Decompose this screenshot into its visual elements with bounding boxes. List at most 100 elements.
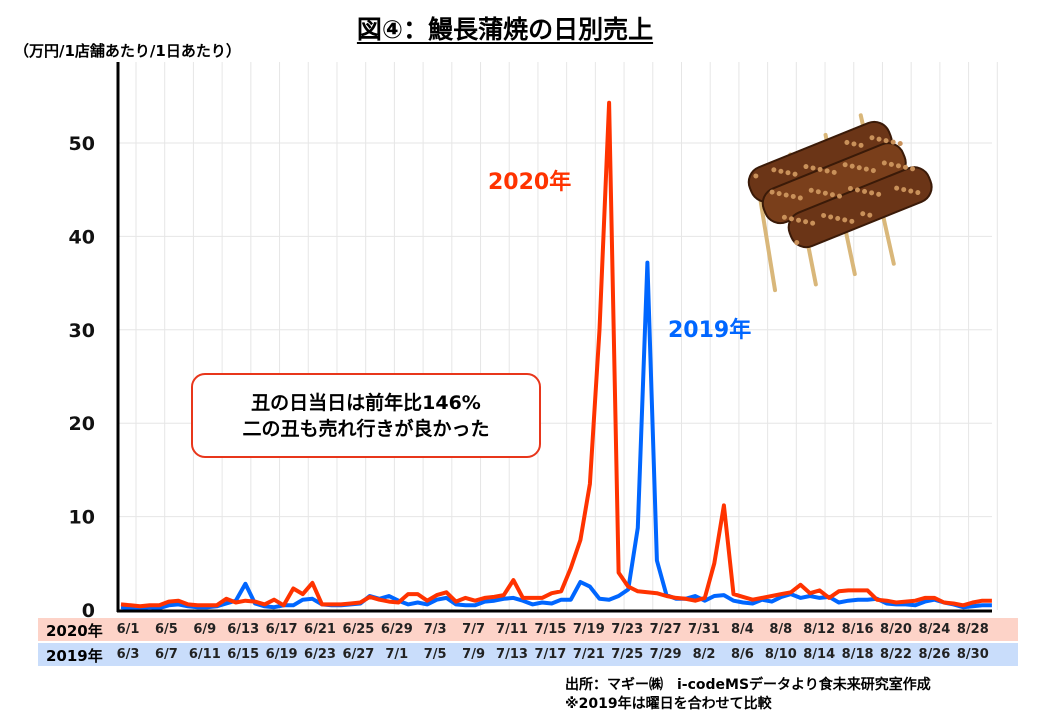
eel-texture-dot	[790, 193, 796, 199]
eel-texture-dot	[788, 216, 794, 222]
eel-texture-dot	[895, 163, 901, 169]
x-tick-label: 8/30	[956, 647, 989, 662]
x-tick-label: 7/31	[688, 622, 720, 637]
eel-texture-dot	[915, 190, 921, 196]
eel-texture-dot	[842, 217, 848, 223]
y-tick-label: 50	[69, 133, 95, 155]
eel-texture-dot	[817, 166, 823, 172]
x-tick-label: 8/12	[803, 622, 836, 637]
x-tick-label: 6/17	[265, 622, 298, 637]
x-tick-label: 8/24	[918, 622, 951, 637]
eel-texture-dot	[849, 218, 855, 224]
x-tick-label: 7/9	[462, 647, 486, 662]
x-tick-label: 6/13	[227, 622, 260, 637]
x-tick-label: 7/15	[534, 622, 567, 637]
callout-line-1: 丑の日当日は前年比146%	[251, 392, 481, 414]
eel-texture-dot	[869, 135, 875, 141]
eel-texture-dot	[869, 190, 875, 196]
x-tick-label: 8/14	[803, 647, 836, 662]
eel-texture-dot	[883, 138, 889, 144]
eel-texture-dot	[894, 185, 900, 191]
eel-texture-dot	[867, 212, 873, 218]
eel-texture-dot	[862, 188, 868, 194]
eel-texture-dot	[856, 165, 862, 171]
x-tick-label: 8/26	[918, 647, 951, 662]
eel-texture-dot	[824, 168, 830, 174]
eel-texture-dot	[785, 170, 791, 176]
eel-texture-dot	[844, 139, 850, 145]
eel-texture-dot	[858, 142, 864, 148]
x-tick-label: 7/13	[496, 647, 528, 662]
eel-texture-dot	[863, 166, 869, 172]
x-tick-label: 6/7	[154, 647, 178, 662]
eel-texture-dot	[803, 164, 809, 170]
x-tick-label: 8/2	[692, 647, 716, 662]
eel-texture-dot	[796, 217, 802, 223]
eel-texture-dot	[778, 168, 784, 174]
source-line-2: ※2019年は曜日を合わせて比較	[565, 696, 772, 712]
eel-texture-dot	[803, 219, 809, 225]
eel-texture-dot	[792, 171, 798, 177]
eel-texture-dot	[876, 191, 882, 197]
eel-texture-dot	[836, 193, 842, 199]
annotation-callout: 丑の日当日は前年比146% 二の丑も売れ行きが良かった	[191, 373, 541, 458]
x-tick-label: 8/22	[880, 647, 912, 662]
y-tick-labels: 0 10 20 30 40 50	[69, 133, 95, 622]
source-note: 出所：マギー㈱ i-codeMSデータより食未来研究室作成 ※2019年は曜日を…	[565, 676, 931, 714]
x-axis-row-2019: 2019年 6/3 6/7 6/11 6/15 6/19 6/23 6/27 7/1 7/5 7/…	[38, 643, 1018, 666]
series-line-2019年	[120, 260, 992, 611]
x-tick-label: 8/10	[764, 647, 797, 662]
x-tick-label: 6/9	[193, 622, 217, 637]
x-tick-label: 7/5	[423, 647, 447, 662]
eel-texture-dot	[810, 220, 816, 226]
eel-texture-dot	[822, 190, 828, 196]
series-label-2020: 2020年	[488, 170, 572, 195]
y-tick-label: 40	[69, 226, 95, 248]
eel-texture-dot	[769, 189, 775, 195]
x-tick-label: 6/25	[342, 622, 375, 637]
x-tick-label: 6/19	[265, 647, 298, 662]
x-row-label-2019: 2019年	[46, 647, 103, 665]
x-tick-label: 7/29	[649, 647, 682, 662]
x-tick-label: 7/25	[611, 647, 644, 662]
x-tick-label: 7/1	[385, 647, 409, 662]
x-tick-label: 6/27	[342, 647, 375, 662]
eel-texture-dot	[771, 167, 777, 173]
eel-texture-dot	[831, 169, 837, 175]
x-tick-label: 8/28	[956, 622, 989, 637]
eel-texture-dot	[847, 185, 853, 191]
gridlines	[118, 62, 998, 610]
callout-line-2: 二の丑も売れ行きが良かった	[242, 418, 490, 440]
x-tick-label: 8/16	[841, 622, 874, 637]
x-tick-label: 6/5	[154, 622, 178, 637]
x-tick-label: 6/1	[116, 622, 140, 637]
eel-texture-dot	[794, 240, 800, 246]
x-tick-label: 8/8	[769, 622, 793, 637]
series-line-2020年	[120, 100, 992, 609]
eel-texture-dot	[842, 162, 848, 168]
series-lines	[120, 100, 992, 611]
chart-title: 図④：鰻長蒲焼の日別売上	[0, 10, 1010, 46]
eel-texture-dot	[876, 136, 882, 142]
axes	[116, 62, 992, 613]
y-tick-label: 30	[69, 320, 95, 342]
grilled-eel-illustration	[747, 113, 933, 293]
eel-texture-dot	[828, 214, 834, 220]
x-tick-label: 8/4	[730, 622, 754, 637]
eel-texture-dot	[901, 187, 907, 193]
x-axis-row-2020: 2020年 6/1 6/5 6/9 6/13 6/17 6/21 6/25 6/29 7/3 7/…	[38, 618, 1018, 641]
eel-texture-dot	[821, 212, 827, 218]
eel-texture-dot	[888, 161, 894, 167]
x-tick-label: 8/6	[730, 647, 754, 662]
eel-texture-dot	[908, 188, 914, 194]
x-tick-label: 6/11	[188, 647, 221, 662]
eel-texture-dot	[854, 187, 860, 193]
x-tick-label: 7/27	[649, 622, 682, 637]
eel-texture-dot	[815, 189, 821, 195]
x-tick-label: 7/19	[572, 622, 605, 637]
eel-texture-dot	[903, 164, 909, 170]
eel-texture-dot	[753, 173, 759, 179]
eel-texture-dot	[783, 192, 789, 198]
chart-title-text: 図④：鰻長蒲焼の日別売上	[356, 15, 654, 44]
